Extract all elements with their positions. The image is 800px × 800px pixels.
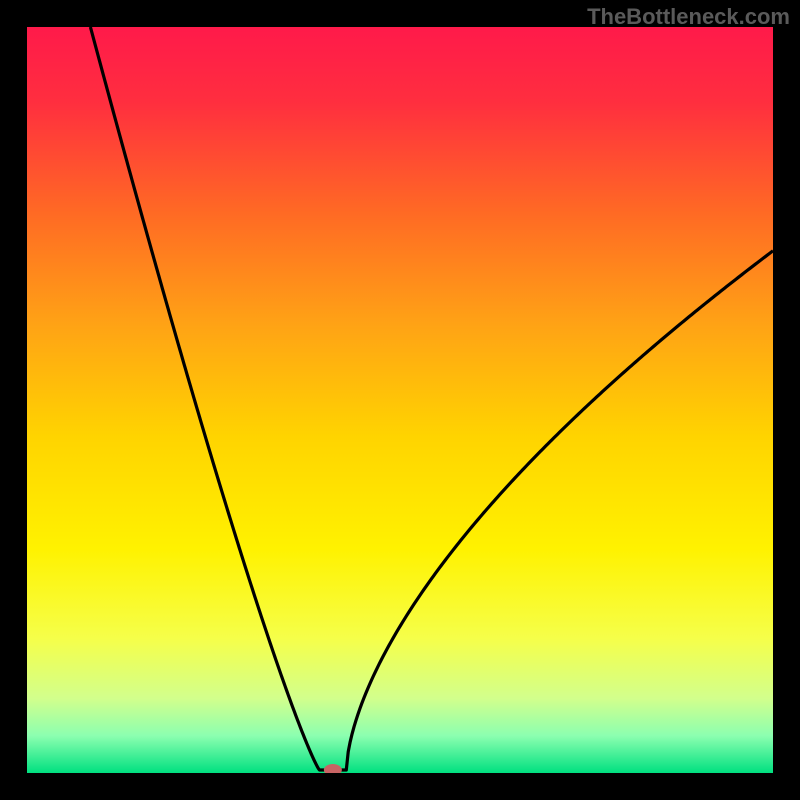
watermark-text: TheBottleneck.com [587, 4, 790, 30]
plot-area [27, 27, 773, 773]
chart-svg [27, 27, 773, 773]
chart-container: TheBottleneck.com [0, 0, 800, 800]
gradient-background [27, 27, 773, 773]
